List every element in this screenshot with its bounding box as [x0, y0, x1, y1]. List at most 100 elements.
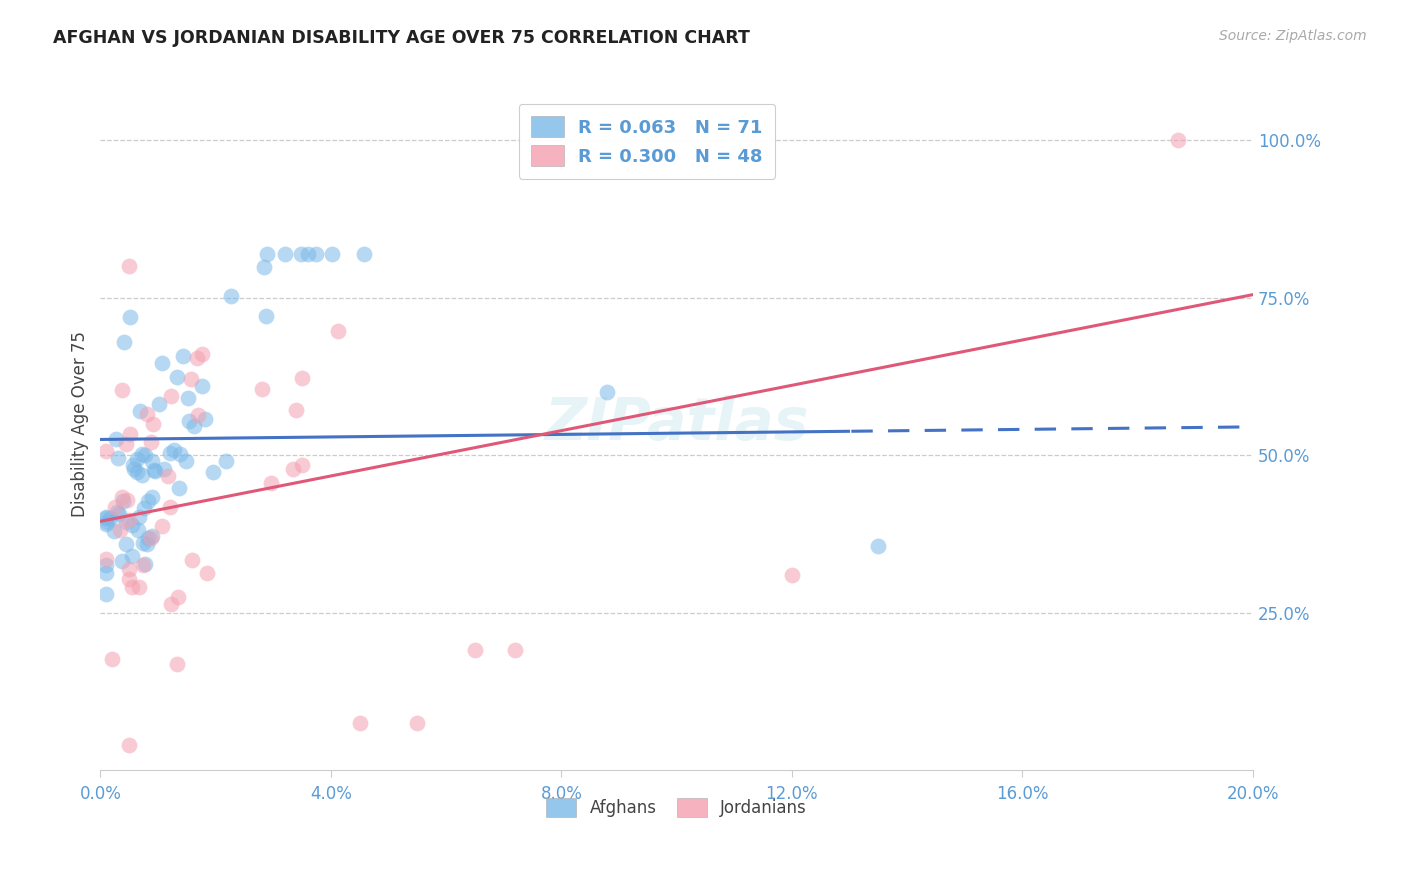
- Point: [115, 515, 138, 529]
- Point: [101, 652, 124, 666]
- Point: [118, 562, 141, 576]
- Point: [160, 389, 183, 403]
- Point: [110, 523, 132, 537]
- Point: [112, 334, 135, 349]
- Point: [104, 500, 127, 514]
- Point: [172, 349, 194, 363]
- Point: [406, 715, 429, 730]
- Point: [159, 500, 181, 515]
- Point: [780, 567, 803, 582]
- Point: [98, 511, 121, 525]
- Text: AFGHAN VS JORDANIAN DISABILITY AGE OVER 75 CORRELATION CHART: AFGHAN VS JORDANIAN DISABILITY AGE OVER …: [53, 29, 751, 46]
- Point: [166, 591, 188, 605]
- Point: [253, 260, 276, 274]
- Point: [118, 513, 141, 527]
- Point: [121, 581, 143, 595]
- Point: [157, 468, 180, 483]
- Point: [94, 552, 117, 566]
- Point: [304, 246, 326, 260]
- Point: [141, 453, 163, 467]
- Point: [94, 509, 117, 524]
- Point: [321, 246, 343, 260]
- Point: [201, 465, 224, 479]
- Point: [120, 426, 142, 441]
- Point: [118, 738, 141, 752]
- Point: [120, 310, 142, 324]
- Point: [143, 463, 166, 477]
- Point: [297, 246, 319, 260]
- Point: [181, 553, 204, 567]
- Point: [132, 536, 155, 550]
- Point: [868, 540, 890, 554]
- Point: [328, 324, 350, 338]
- Point: [107, 451, 129, 466]
- Point: [94, 510, 117, 524]
- Point: [121, 518, 143, 533]
- Point: [94, 566, 117, 581]
- Point: [159, 446, 181, 460]
- Point: [96, 515, 118, 529]
- Point: [115, 436, 138, 450]
- Point: [141, 490, 163, 504]
- Point: [183, 418, 205, 433]
- Point: [180, 372, 202, 386]
- Point: [160, 598, 183, 612]
- Point: [128, 510, 150, 524]
- Point: [118, 260, 141, 274]
- Point: [464, 643, 486, 657]
- Point: [274, 246, 297, 260]
- Point: [596, 385, 619, 400]
- Point: [191, 347, 214, 361]
- Point: [121, 549, 143, 563]
- Point: [256, 246, 278, 260]
- Point: [283, 461, 305, 475]
- Point: [105, 505, 128, 519]
- Point: [142, 417, 165, 431]
- Point: [117, 572, 139, 586]
- Point: [195, 566, 218, 581]
- Point: [117, 492, 139, 507]
- Point: [148, 397, 170, 411]
- Text: ZIPatlas: ZIPatlas: [544, 395, 808, 452]
- Point: [132, 500, 155, 515]
- Point: [219, 289, 242, 303]
- Point: [94, 558, 117, 573]
- Point: [122, 462, 145, 476]
- Point: [250, 382, 273, 396]
- Point: [94, 587, 117, 601]
- Point: [103, 524, 125, 539]
- Point: [138, 531, 160, 545]
- Point: [353, 246, 375, 260]
- Point: [111, 554, 134, 568]
- Point: [127, 451, 149, 466]
- Point: [121, 458, 143, 472]
- Point: [127, 465, 149, 479]
- Point: [131, 447, 153, 461]
- Point: [136, 537, 159, 551]
- Point: [167, 481, 190, 495]
- Point: [131, 468, 153, 483]
- Point: [94, 444, 117, 458]
- Point: [129, 404, 152, 418]
- Point: [169, 446, 191, 460]
- Point: [291, 458, 314, 472]
- Point: [135, 407, 157, 421]
- Point: [259, 475, 281, 490]
- Point: [290, 246, 312, 260]
- Point: [150, 519, 173, 533]
- Point: [186, 351, 208, 365]
- Point: [503, 643, 526, 657]
- Point: [108, 507, 131, 521]
- Point: [111, 383, 134, 397]
- Point: [166, 657, 188, 672]
- Point: [111, 494, 134, 508]
- Point: [254, 310, 277, 324]
- Point: [127, 523, 149, 537]
- Point: [285, 403, 308, 417]
- Point: [349, 715, 371, 730]
- Point: [152, 356, 174, 370]
- Point: [94, 516, 117, 531]
- Point: [128, 581, 150, 595]
- Point: [215, 454, 238, 468]
- Point: [141, 529, 163, 543]
